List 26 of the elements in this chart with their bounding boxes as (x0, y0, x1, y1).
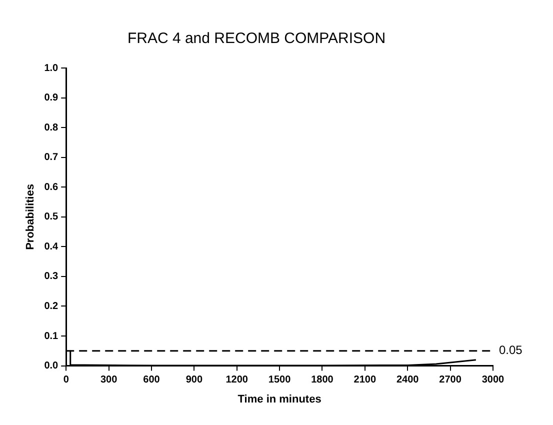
y-tick-label: 0.7 (44, 152, 59, 164)
y-tick-label: 0.5 (44, 212, 59, 223)
chart-title: FRAC 4 and RECOMB COMPARISON (127, 30, 386, 48)
y-tick-label: 1.0 (44, 62, 59, 74)
y-axis-title: Probabilities (24, 184, 37, 250)
x-tick-label: 600 (143, 374, 160, 386)
y-tick-label: 0.0 (44, 360, 59, 372)
x-tick-label: 1200 (226, 374, 248, 386)
x-tick-label: 2700 (439, 374, 462, 386)
x-tick-label: 900 (186, 374, 203, 386)
y-tick-label: 0.2 (44, 300, 59, 312)
x-tick-label: 1800 (311, 374, 334, 386)
x-tick-label: 2100 (354, 374, 376, 386)
y-tick-label: 0.3 (44, 271, 59, 282)
x-tick-label: 3000 (482, 374, 505, 386)
x-tick-label: 1500 (268, 374, 292, 386)
ref-line-label: 0.05 (499, 343, 523, 358)
y-tick-label: 0.1 (44, 330, 59, 342)
y-tick-label: 0.6 (44, 182, 59, 193)
x-tick-label: 2400 (396, 374, 420, 386)
x-tick-label: 300 (100, 374, 118, 386)
x-tick-label: 0 (63, 374, 70, 386)
y-tick-label: 0.8 (44, 122, 59, 134)
x-axis-title: Time in minutes (238, 393, 322, 406)
y-tick-label: 0.4 (44, 241, 59, 252)
y-tick-label: 0.9 (44, 92, 59, 104)
